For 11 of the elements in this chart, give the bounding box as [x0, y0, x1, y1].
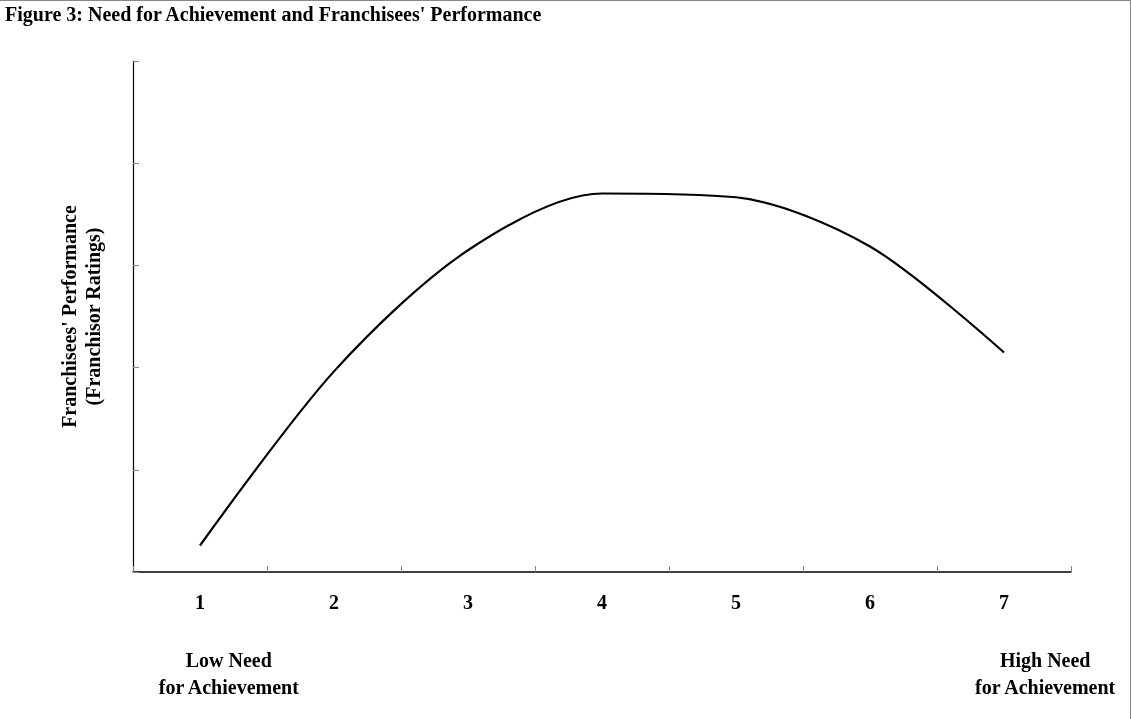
x-tick-label: 2: [329, 591, 339, 613]
chart-title: Figure 3: Need for Achievement and Franchisees' Performance: [5, 3, 542, 26]
x-tick-label: 7: [999, 591, 1009, 613]
x-tick-label: 1: [195, 591, 205, 613]
x-tick-label: 4: [597, 591, 607, 613]
x-tick-label: 6: [865, 591, 875, 613]
x-tick-label: 5: [731, 591, 741, 613]
x-tick-label: 3: [463, 591, 473, 613]
y-axis-title: Franchisees' Performance (Franchisor Ratings): [58, 205, 105, 428]
text: High Need for Achievement: [975, 648, 1116, 698]
text: Low Need for Achievement: [158, 648, 300, 698]
